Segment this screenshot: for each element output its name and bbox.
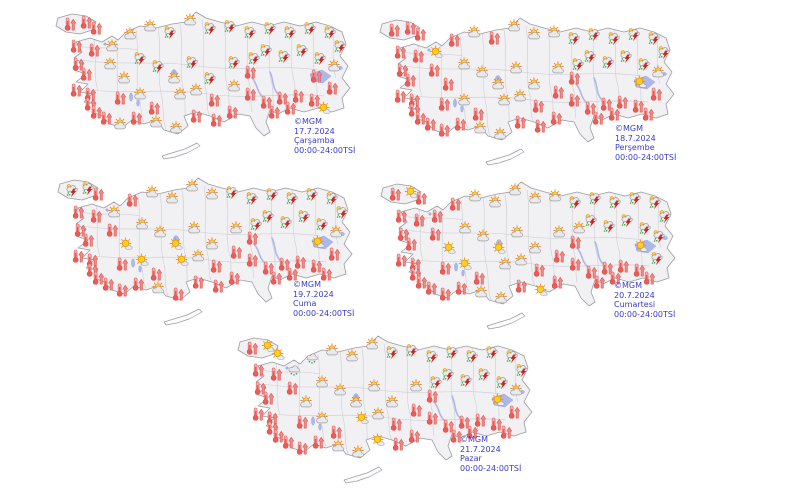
date-text: 18.7.2024 [615, 133, 656, 143]
map-label: ©MGM 18.7.2024 Perşembe 00:00-24:00TSİ [615, 124, 676, 162]
map-label: ©MGM 20.7.2024 Cumartesi 00:00-24:00TSİ [614, 281, 675, 319]
weather-hot-icon [414, 27, 427, 41]
weather-hot-icon [70, 83, 83, 97]
weather-hot-icon [394, 89, 407, 103]
map-label: ©MGM 21.7.2024 Pazar 00:00-24:00TSİ [460, 435, 521, 473]
date-text: 19.7.2024 [293, 289, 334, 299]
forecast-map-day3: ©MGM 19.7.2024 Cuma 00:00-24:00TSİ [30, 168, 360, 333]
copyright-text: ©MGM [460, 435, 489, 444]
copyright-text: ©MGM [614, 281, 643, 290]
date-text: 20.7.2024 [614, 290, 655, 300]
weather-hot-icon [252, 407, 265, 421]
timerange-text: 00:00-24:00TSİ [614, 309, 676, 319]
map-label: ©MGM 19.7.2024 Cuma 00:00-24:00TSİ [293, 280, 354, 318]
weather-hot-icon [90, 21, 103, 35]
weather-suncloud-icon [469, 189, 481, 202]
date-text: 17.7.2024 [294, 126, 335, 136]
day-text: Perşembe [615, 143, 655, 153]
weather-sunny-icon [271, 347, 285, 360]
copyright-text: ©MGM [294, 117, 323, 126]
weather-hot-icon [415, 191, 428, 205]
weather-suncloud-icon [326, 343, 338, 356]
timerange-text: 00:00-24:00TSİ [293, 308, 355, 318]
timerange-text: 00:00-24:00TSİ [460, 463, 522, 473]
forecast-map-day5: ©MGM 21.7.2024 Pazar 00:00-24:00TSİ [210, 326, 540, 491]
timerange-text: 00:00-24:00TSİ [615, 152, 677, 162]
day-text: Cuma [293, 299, 317, 309]
date-text: 21.7.2024 [460, 444, 501, 454]
copyright-text: ©MGM [293, 280, 322, 289]
map-label: ©MGM 17.7.2024 Çarşamba 00:00-24:00TSİ [294, 117, 355, 155]
weather-suncloud-icon [144, 19, 156, 32]
forecast-map-day1: ©MGM 17.7.2024 Çarşamba 00:00-24:00TSİ [28, 2, 358, 167]
forecast-map-day2: ©MGM 18.7.2024 Perşembe 00:00-24:00TSİ [352, 8, 682, 173]
weather-suncloud-icon [146, 185, 158, 198]
copyright-text: ©MGM [615, 124, 644, 133]
day-text: Çarşamba [294, 136, 335, 146]
day-text: Cumartesi [614, 300, 656, 310]
day-text: Pazar [460, 454, 482, 464]
forecast-map-day4: ©MGM 20.7.2024 Cumartesi 00:00-24:00TSİ [353, 172, 683, 337]
weather-hot-icon [395, 253, 408, 267]
timerange-text: 00:00-24:00TSİ [294, 145, 356, 155]
weather-hot-icon [72, 249, 85, 263]
weather-hot-icon [92, 187, 105, 201]
weather-suncloud-icon [468, 25, 480, 38]
